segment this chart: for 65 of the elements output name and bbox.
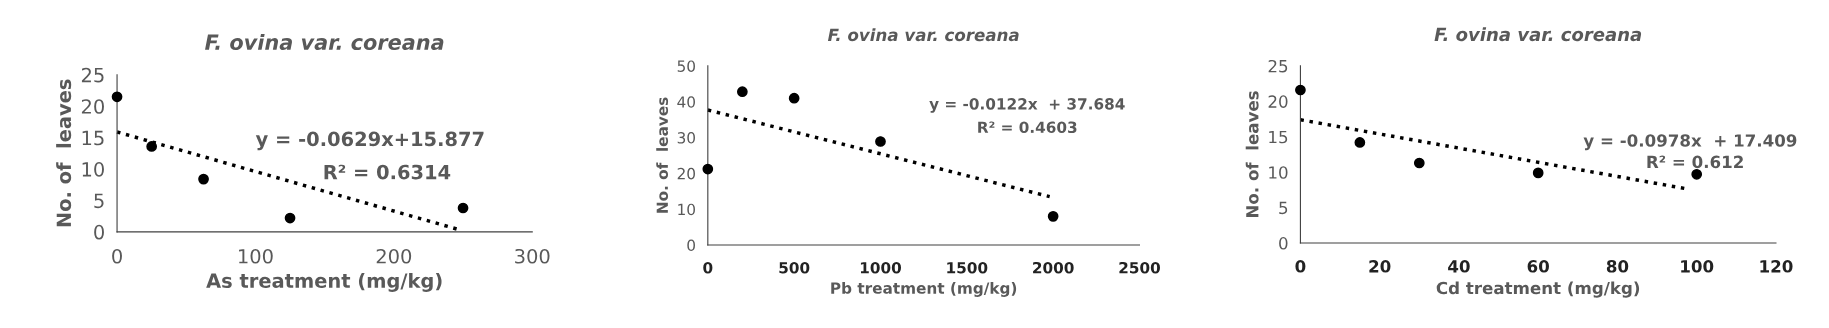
- point: [1532, 167, 1544, 179]
- point: [284, 212, 296, 224]
- x-tick-label: 2000: [1033, 261, 1074, 274]
- y-tick-label: 10: [678, 203, 695, 216]
- y-tick-label: 15: [1269, 130, 1288, 144]
- point: [146, 141, 158, 152]
- annotation: R² = 0.6314: [324, 164, 451, 180]
- annotation: y = -0.0629x+15.877: [255, 131, 484, 151]
- point: [198, 173, 209, 185]
- y-tick-label: 5: [94, 193, 104, 209]
- y-tick-label: 5: [1279, 201, 1288, 215]
- x-axis-title: Pb treatment (mg/kg): [831, 282, 1017, 297]
- point: [1354, 137, 1366, 148]
- y-tick-label: 10: [1269, 166, 1288, 179]
- point: [875, 136, 886, 147]
- y-axis-title: No. of leaves: [56, 79, 72, 227]
- point: [737, 86, 748, 98]
- y-tick-label: 40: [677, 96, 695, 108]
- y-tick-label: 25: [1268, 59, 1288, 73]
- point: [788, 92, 800, 104]
- x-tick-label: 1500: [947, 261, 988, 274]
- x-tick-label: 1000: [860, 261, 902, 274]
- y-tick-label: 30: [677, 132, 695, 144]
- point: [702, 163, 714, 175]
- point: [1047, 211, 1059, 222]
- x-tick-label: 0: [112, 248, 122, 264]
- point: [457, 202, 469, 214]
- y-tick-label: 0: [687, 239, 695, 252]
- x-tick-label: 2500: [1119, 261, 1160, 274]
- y-axis-title: No. of leaves: [1245, 91, 1259, 218]
- y-tick-label: 0: [1279, 237, 1288, 250]
- chart-title: F. ovina var. coreana: [205, 33, 444, 51]
- x-axis-title: As treatment (mg/kg): [206, 272, 442, 292]
- x-tick-label: 100: [239, 248, 273, 264]
- annotation: y = -0.0122x + 37.684: [929, 98, 1125, 113]
- y-tick-label: 50: [677, 60, 695, 72]
- x-tick-label: 120: [1760, 260, 1793, 273]
- x-tick-label: 60: [1527, 260, 1549, 273]
- chart-title: F. ovina var. coreana: [1434, 27, 1642, 42]
- x-tick-label: 300: [515, 248, 550, 264]
- y-axis-title: No. of leaves: [656, 97, 669, 213]
- x-tick-label: 20: [1369, 260, 1391, 273]
- x-tick-label: 100: [1681, 260, 1714, 273]
- x-tick-label: 200: [376, 248, 412, 264]
- y-tick-label: 20: [1268, 95, 1288, 108]
- y-tick-label: 25: [81, 67, 104, 83]
- x-tick-label: 40: [1448, 260, 1470, 273]
- annotation: R² = 0.4603: [978, 121, 1077, 134]
- x-tick-label: 0: [703, 261, 713, 274]
- point: [1295, 84, 1306, 96]
- x-tick-label: 0: [1295, 260, 1306, 273]
- y-tick-label: 10: [82, 162, 104, 177]
- x-tick-label: 80: [1606, 260, 1629, 273]
- point: [1691, 168, 1703, 180]
- y-tick-label: 20: [81, 99, 104, 114]
- point: [1413, 157, 1425, 169]
- chart-title: F. ovina var. coreana: [827, 28, 1019, 42]
- y-tick-label: 0: [94, 224, 104, 240]
- y-tick-label: 20: [677, 167, 695, 180]
- point: [111, 91, 123, 103]
- x-axis-title: Cd treatment (mg/kg): [1436, 281, 1640, 298]
- annotation: y = -0.0978x + 17.409: [1583, 134, 1797, 151]
- x-tick-label: 500: [779, 261, 810, 274]
- y-tick-label: 15: [82, 130, 104, 146]
- annotation: R² = 0.612: [1647, 155, 1743, 169]
